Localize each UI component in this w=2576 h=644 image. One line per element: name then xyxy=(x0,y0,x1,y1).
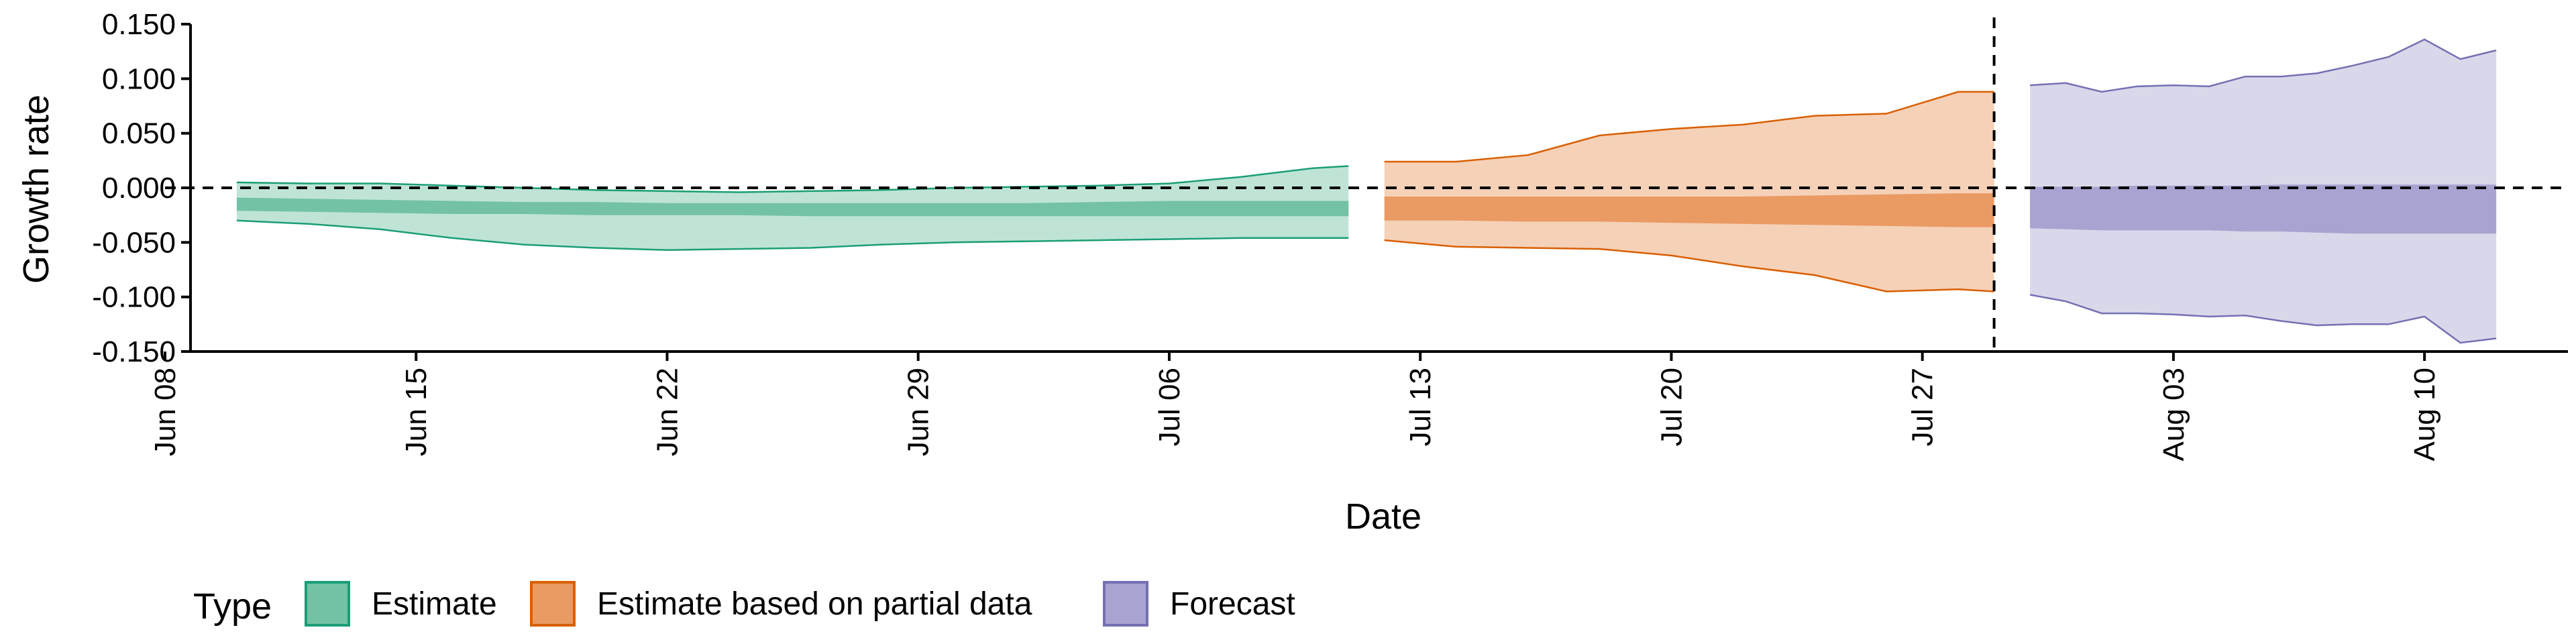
x-tick-label: Aug 03 xyxy=(2157,368,2190,461)
legend-swatch xyxy=(1103,581,1148,627)
band-outer-1 xyxy=(1384,91,1994,292)
legend-label: Forecast xyxy=(1170,586,1295,622)
legend-swatch xyxy=(305,581,350,627)
y-axis-ticks: -0.150 -0.100 -0.050 0.000 0.050 0.100 0.150 xyxy=(92,8,191,368)
x-tick-label: Jun 08 xyxy=(149,368,182,456)
y-tick-label: 0.000 xyxy=(102,172,176,205)
x-axis-ticks: Jun 08 Jun 15 Jun 22 Jun 29 Jul 06 Jul 13 Jul … xyxy=(149,352,2441,461)
band-upper-edge-2 xyxy=(2030,38,2497,93)
x-tick-label: Jun 22 xyxy=(651,368,684,456)
band-upper-edge-1 xyxy=(1384,91,1994,163)
legend-label: Estimate xyxy=(372,586,497,622)
y-tick-label: -0.050 xyxy=(92,226,176,259)
y-tick-label: -0.150 xyxy=(92,335,176,368)
band-inner-2 xyxy=(2030,184,2497,234)
legend-label: Estimate based on partial data xyxy=(597,586,1032,622)
y-tick-label: 0.050 xyxy=(102,117,176,150)
x-tick-label: Jun 29 xyxy=(902,368,935,456)
x-axis-title: Date xyxy=(1345,496,1421,537)
band-inner-1 xyxy=(1384,193,1994,227)
band-lower-edge-2 xyxy=(2029,294,2497,344)
legend-title: Type xyxy=(193,586,272,627)
band-upper-edge-0 xyxy=(236,165,1349,193)
band-lower-edge-1 xyxy=(1384,239,1994,292)
x-tick-label: Jul 13 xyxy=(1404,368,1437,446)
x-tick-label: Jul 27 xyxy=(1907,368,1939,446)
legend-swatch xyxy=(530,581,576,627)
legend: Type Estimate Estimate based on partial d… xyxy=(193,581,1295,627)
x-tick-label: Aug 10 xyxy=(2408,368,2441,461)
band-inner-0 xyxy=(236,197,1349,217)
y-tick-label: -0.100 xyxy=(92,281,176,314)
y-tick-label: 0.150 xyxy=(102,8,176,41)
x-tick-label: Jul 20 xyxy=(1655,368,1688,446)
x-tick-label: Jul 06 xyxy=(1153,368,1186,446)
y-axis-title: Growth rate xyxy=(16,95,56,284)
x-tick-label: Jun 15 xyxy=(400,368,433,456)
band-lower-edge-0 xyxy=(236,219,1349,251)
series-bands xyxy=(236,38,2497,344)
y-tick-label: 0.100 xyxy=(102,62,176,95)
